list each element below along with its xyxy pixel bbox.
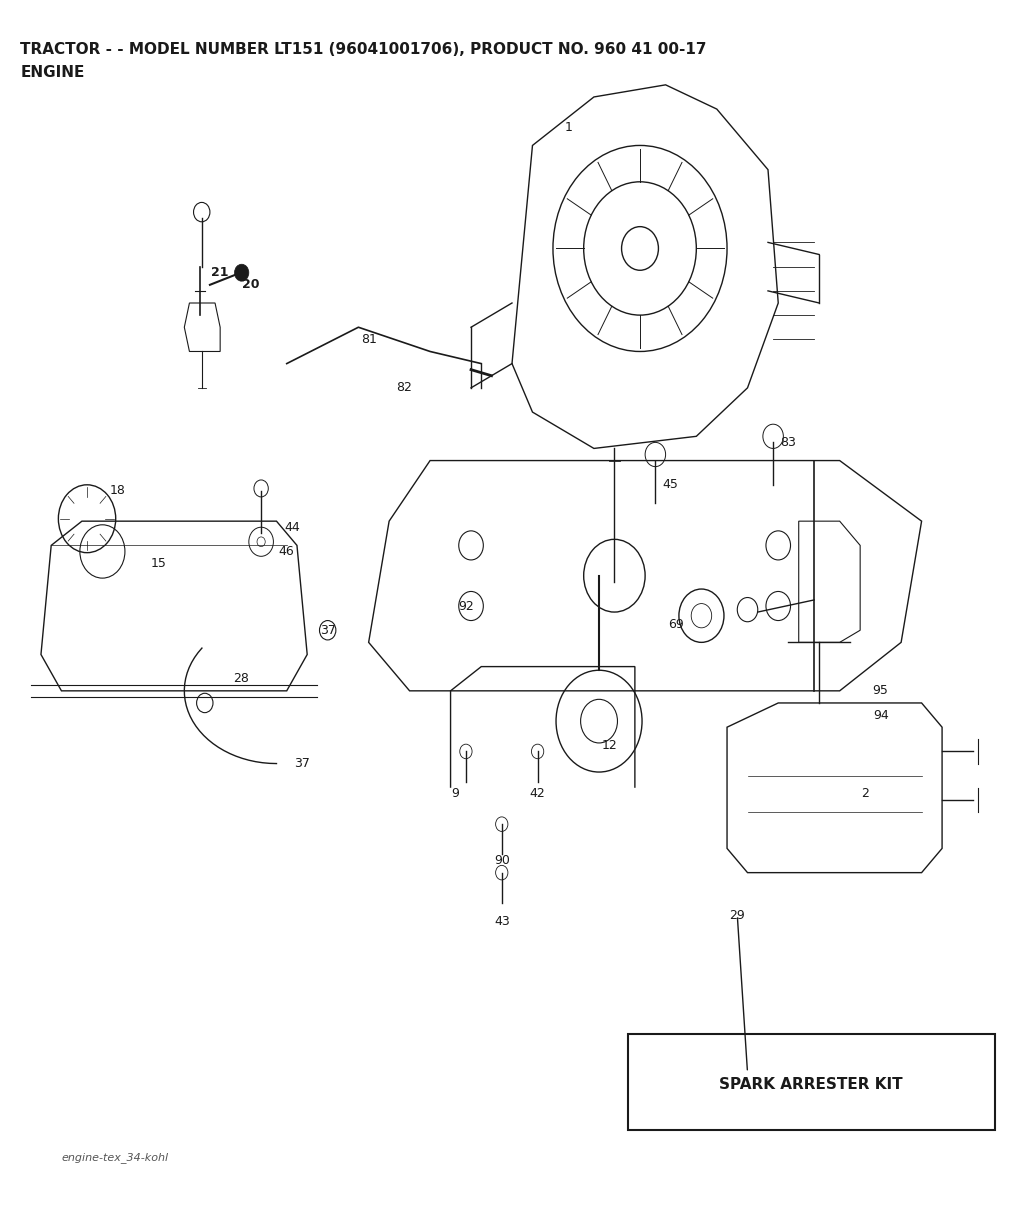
Text: 15: 15 <box>151 558 167 570</box>
Text: 1: 1 <box>564 121 572 133</box>
Text: 82: 82 <box>396 382 413 394</box>
Text: 90: 90 <box>494 854 510 867</box>
Text: 21: 21 <box>211 267 229 279</box>
Text: 12: 12 <box>601 739 617 751</box>
Text: 20: 20 <box>242 279 260 291</box>
Text: 94: 94 <box>872 709 889 721</box>
Text: 28: 28 <box>232 673 249 685</box>
Text: 81: 81 <box>360 333 377 345</box>
Text: 46: 46 <box>279 545 295 558</box>
Text: ENGINE: ENGINE <box>20 65 85 80</box>
Text: 37: 37 <box>294 758 310 770</box>
Text: 44: 44 <box>284 521 300 533</box>
Text: 83: 83 <box>780 436 797 448</box>
Text: TRACTOR - - MODEL NUMBER LT151 (96041001706), PRODUCT NO. 960 41 00-17: TRACTOR - - MODEL NUMBER LT151 (96041001… <box>20 42 707 57</box>
Text: 9: 9 <box>452 788 460 800</box>
Text: 2: 2 <box>861 788 869 800</box>
Circle shape <box>234 264 249 281</box>
Text: 95: 95 <box>872 685 889 697</box>
Text: 92: 92 <box>458 600 474 612</box>
Text: 18: 18 <box>110 485 126 497</box>
Text: 37: 37 <box>319 624 336 636</box>
Text: 69: 69 <box>668 618 684 630</box>
Text: 42: 42 <box>529 788 546 800</box>
Text: 43: 43 <box>494 915 510 927</box>
Text: 29: 29 <box>729 909 745 921</box>
Text: SPARK ARRESTER KIT: SPARK ARRESTER KIT <box>719 1077 903 1092</box>
Text: 45: 45 <box>663 479 679 491</box>
Text: engine-tex_34-kohl: engine-tex_34-kohl <box>61 1153 169 1162</box>
FancyBboxPatch shape <box>628 1034 995 1130</box>
